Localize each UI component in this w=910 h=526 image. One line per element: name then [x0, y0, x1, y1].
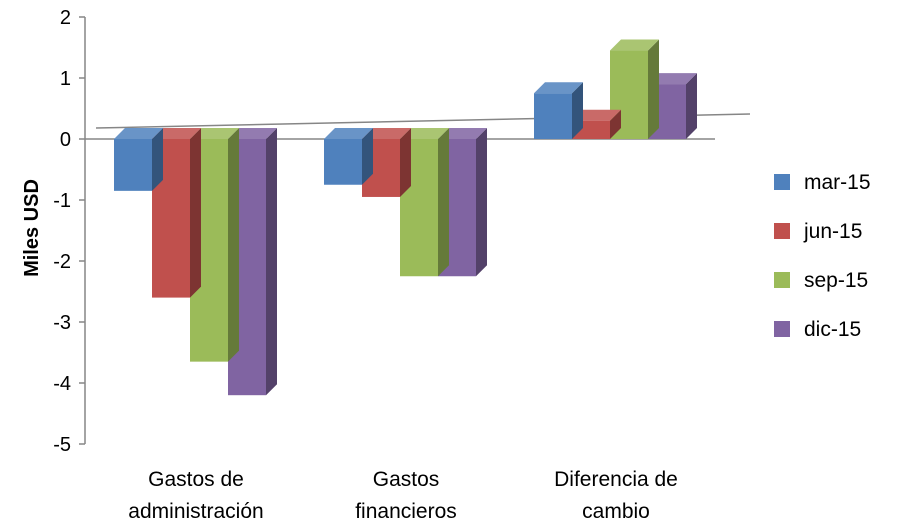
- bar-top: [362, 128, 411, 139]
- bar-front: [324, 139, 362, 185]
- bar-mar-15-cat-2: [534, 82, 583, 139]
- bar-side: [266, 128, 277, 396]
- category-label: Gastos de: [148, 468, 244, 491]
- bar-top: [534, 82, 583, 94]
- labels-layer: 2 1 0 -1 -2 -3 -4 -5 Gastos de administración Gast…: [53, 7, 678, 523]
- legend-item-sep-15: sep-15: [774, 269, 868, 292]
- bar-top: [228, 128, 277, 139]
- bar-side: [400, 128, 411, 197]
- legend-label: mar-15: [804, 171, 871, 194]
- legend-swatch: [774, 321, 790, 337]
- bar-side: [686, 73, 697, 139]
- y-tick-label: 0: [60, 129, 71, 151]
- legend-item-mar-15: mar-15: [774, 171, 871, 194]
- y-tick-label: -1: [53, 190, 71, 212]
- category-label: Gastos: [373, 468, 440, 491]
- bar-mar-15-cat-1: [324, 128, 373, 185]
- bar-side: [648, 39, 659, 139]
- bar-top: [400, 128, 449, 139]
- bar-top: [324, 128, 373, 139]
- legend-swatch: [774, 174, 790, 190]
- legend-label: sep-15: [804, 269, 868, 292]
- legend-item-dic-15: dic-15: [774, 318, 861, 341]
- legend-swatch: [774, 272, 790, 288]
- bar-front: [534, 93, 572, 139]
- y-axis-label: Miles USD: [21, 179, 43, 277]
- bar-top: [648, 73, 697, 85]
- legend-item-jun-15: jun-15: [774, 220, 862, 243]
- bar-side: [476, 128, 487, 277]
- y-tick-label: -4: [53, 373, 71, 395]
- category-label: administración: [128, 500, 263, 523]
- y-tick-label: -3: [53, 312, 71, 334]
- y-tick-label: -5: [53, 434, 71, 456]
- bar-side: [190, 128, 201, 298]
- bar-top: [114, 128, 163, 139]
- bar-top: [152, 128, 201, 139]
- category-label: financieros: [355, 500, 457, 523]
- bar-front: [114, 139, 152, 191]
- legend: mar-15 jun-15 sep-15 dic-15: [774, 171, 871, 341]
- bar-top: [438, 128, 487, 139]
- bar-side: [362, 128, 373, 185]
- bar-top: [610, 39, 659, 51]
- bars-layer: [114, 39, 697, 396]
- bar-top: [190, 128, 239, 139]
- bar-mar-15-cat-0: [114, 128, 163, 191]
- legend-label: jun-15: [803, 220, 862, 243]
- y-tick-label: 1: [60, 68, 71, 90]
- bar-side: [572, 82, 583, 139]
- bar-top: [572, 109, 621, 121]
- category-label: Diferencia de: [554, 468, 678, 491]
- y-tick-label: -2: [53, 251, 71, 273]
- y-tick-label: 2: [60, 7, 71, 29]
- bar-side: [610, 109, 621, 139]
- legend-label: dic-15: [804, 318, 861, 341]
- bar-side: [152, 128, 163, 191]
- bar-side: [228, 128, 239, 362]
- bar-side: [438, 128, 449, 277]
- category-label: cambio: [582, 500, 650, 523]
- legend-swatch: [774, 223, 790, 239]
